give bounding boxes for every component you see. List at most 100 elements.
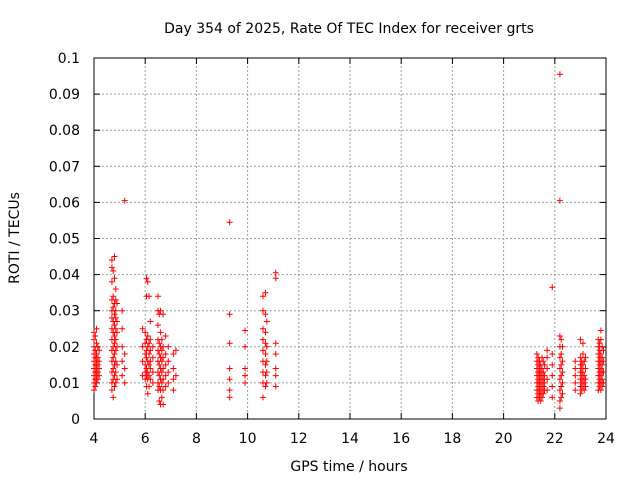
data-point-plus [147,336,154,343]
data-point-plus [170,365,177,372]
data-point-plus [556,71,563,78]
data-point-plus [96,372,103,379]
data-point-plus [111,275,118,282]
data-point-plus [262,372,269,379]
data-point-plus [93,340,100,347]
data-point-plus [581,358,588,365]
data-point-plus [158,358,165,365]
data-point-plus [579,369,586,376]
axis-ticks: 4 6 8 10 12 14 16 18 20 22 24 0 0.01 0.02 0.03 0.04 0.05… [49,51,615,447]
data-point-plus [110,354,117,361]
data-point-plus [157,329,164,336]
data-point-plus [158,379,165,386]
data-point-plus [572,372,579,379]
data-point-plus [147,365,154,372]
data-point-plus [597,327,604,334]
data-point-plus [259,347,266,354]
data-point-plus [579,361,586,368]
data-point-plus [111,311,118,318]
data-point-plus [558,336,565,343]
data-point-plus [577,336,584,343]
data-point-plus [91,329,97,336]
data-point-plus [599,383,606,390]
data-point-plus [540,390,547,397]
data-point-plus [259,336,266,343]
data-point-plus [112,314,119,321]
data-point-plus [544,387,551,394]
data-point-plus [558,372,565,379]
x-tick-label: 10 [239,431,257,447]
data-point-plus [158,347,165,354]
data-point-plus [160,354,167,361]
data-point-plus [549,361,556,368]
data-point-plus [559,379,566,386]
data-point-plus [559,358,566,365]
data-point-plus [272,372,279,379]
data-point-plus [111,340,118,347]
data-point-plus [272,383,279,390]
data-point-plus [110,394,117,401]
y-tick-label: 0.07 [49,159,80,175]
x-tick-label: 12 [290,431,308,447]
data-point-plus [96,358,103,365]
data-point-plus [142,329,149,336]
data-point-plus [172,347,179,354]
data-point-plus [579,351,586,358]
data-point-plus [149,379,156,386]
data-point-plus [226,394,233,401]
data-point-plus [600,347,607,354]
data-point-plus [533,351,540,358]
data-point-plus [263,358,270,365]
y-tick-label: 0.09 [49,87,80,103]
data-point-plus [112,369,119,376]
data-point-plus [597,336,604,343]
data-point-plus [572,365,579,372]
x-tick-label: 8 [192,431,201,447]
data-point-plus [114,329,121,336]
data-point-plus [581,379,588,386]
data-point-plus [226,376,233,383]
data-point-plus [119,307,126,314]
data-point-plus [119,325,126,332]
data-point-plus [262,351,269,358]
data-point-plus [156,397,163,404]
data-point-plus [170,351,177,358]
data-point-plus [559,390,566,397]
data-point-plus [242,365,249,372]
data-point-plus [144,332,151,339]
data-point-plus [156,340,163,347]
data-point-plus [114,318,121,325]
data-point-plus [94,376,101,383]
data-point-plus [165,358,172,365]
data-point-plus [242,372,249,379]
data-point-plus [157,307,164,314]
data-point-plus [170,387,177,394]
data-point-plus [540,369,547,376]
data-point-plus [259,325,266,332]
data-point-plus [111,332,118,339]
data-point-plus [165,369,172,376]
data-point-plus [149,343,156,350]
data-point-plus [160,387,167,394]
data-point-plus [121,197,128,204]
data-point-plus [544,347,551,354]
data-point-plus [556,332,563,339]
data-point-plus [272,269,279,276]
data-point-plus [226,311,233,318]
data-point-plus [242,327,249,334]
data-point-plus [96,347,103,354]
data-point-plus [600,379,607,386]
data-point-plus [162,383,169,390]
data-point-plus [143,275,150,282]
data-point-plus [262,361,269,368]
data-point-plus [147,318,154,325]
x-tick-label: 24 [597,431,615,447]
data-point-plus [599,354,606,361]
data-point-plus [114,343,121,350]
data-point-plus [112,379,119,386]
data-point-plus [556,405,563,412]
data-point-plus [572,387,579,394]
data-point-plus [259,307,266,314]
data-point-plus [581,387,588,394]
